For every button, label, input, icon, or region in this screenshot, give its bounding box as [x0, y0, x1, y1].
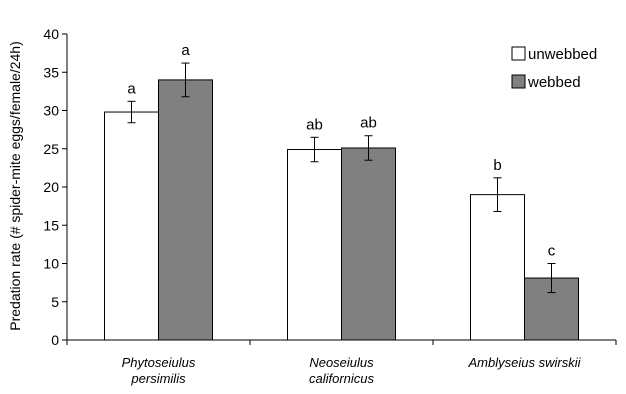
bars — [104, 62, 579, 341]
bar-unwebbed — [470, 194, 525, 341]
y-tick-label: 20 — [43, 179, 59, 195]
y-tick-label: 25 — [43, 141, 59, 157]
bar-unwebbed — [104, 111, 159, 341]
x-category-label: Phytoseiulus — [122, 355, 196, 370]
legend-swatch-unwebbed — [511, 46, 526, 61]
significance-letter: a — [127, 80, 136, 97]
y-axis-label: Predation rate (# spider-mite eggs/femal… — [7, 41, 23, 330]
bar-unwebbed — [287, 149, 342, 341]
y-tick-label: 0 — [51, 332, 59, 348]
significance-letters: a ab b a ab c — [127, 42, 555, 259]
significance-letter: b — [493, 157, 501, 174]
legend: unwebbed webbed — [511, 46, 597, 91]
significance-letter: ab — [306, 116, 323, 133]
y-tick-label: 35 — [43, 64, 59, 80]
x-category-label: californicus — [309, 371, 375, 386]
y-tick-label: 5 — [51, 294, 59, 310]
significance-letter: a — [181, 42, 190, 59]
y-tick-label: 30 — [43, 103, 59, 119]
x-category-label: Amblyseius swirskii — [468, 355, 582, 370]
legend-swatch-webbed — [511, 74, 526, 89]
bar-webbed — [158, 79, 213, 341]
y-tick-label: 10 — [43, 256, 59, 272]
legend-label-webbed: webbed — [527, 74, 581, 91]
x-category-label: persimilis — [130, 371, 186, 386]
legend-label-unwebbed: unwebbed — [528, 46, 597, 63]
x-category-label: Neoseiulus — [309, 355, 374, 370]
significance-letter: ab — [360, 115, 377, 132]
bar-webbed — [341, 147, 396, 341]
y-tick-label: 40 — [43, 26, 59, 42]
significance-letter: c — [548, 243, 556, 260]
y-tick-label: 15 — [43, 217, 59, 233]
